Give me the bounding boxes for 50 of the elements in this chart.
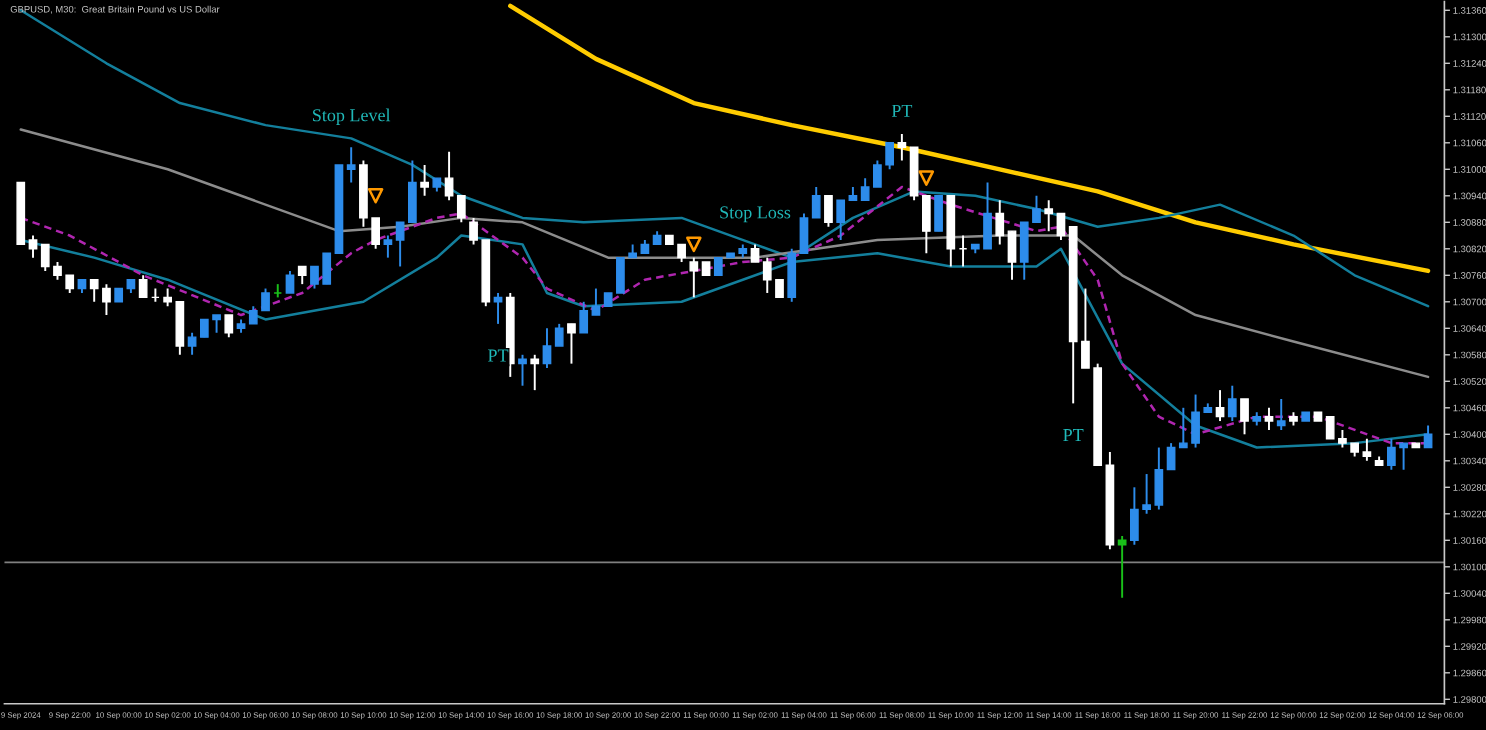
candlestick bbox=[787, 247, 797, 303]
candlestick bbox=[897, 132, 907, 162]
candlestick bbox=[799, 212, 809, 255]
candlestick bbox=[28, 234, 38, 259]
candlestick bbox=[934, 194, 943, 233]
candlestick bbox=[1264, 406, 1274, 431]
candlestick bbox=[995, 199, 1005, 246]
annotation: Stop Loss bbox=[720, 206, 791, 223]
candlestick bbox=[567, 322, 576, 365]
candlestick bbox=[554, 322, 564, 347]
point bbox=[367, 188, 384, 204]
candlestick bbox=[285, 269, 295, 294]
candlestick bbox=[824, 194, 833, 228]
candlestick bbox=[1276, 398, 1286, 431]
annotation: PT bbox=[488, 349, 509, 362]
candlestick bbox=[1362, 437, 1372, 462]
candlestick bbox=[921, 194, 931, 255]
candlestick bbox=[530, 353, 540, 392]
line-series bbox=[19, 128, 1430, 379]
candlestick bbox=[187, 331, 197, 356]
candlestick bbox=[1240, 398, 1249, 436]
candlestick bbox=[1056, 212, 1066, 241]
candlestick bbox=[224, 314, 234, 339]
candlestick bbox=[420, 163, 429, 197]
candlestick bbox=[811, 185, 821, 219]
candlestick bbox=[395, 221, 405, 268]
candlestick bbox=[518, 353, 527, 387]
candlestick bbox=[836, 199, 846, 241]
candlestick bbox=[1215, 389, 1225, 423]
annotation: Stop Level bbox=[313, 108, 391, 125]
candlestick bbox=[346, 146, 356, 184]
candlestick bbox=[1044, 199, 1054, 233]
candlestick bbox=[591, 287, 601, 317]
candlestick bbox=[542, 327, 552, 370]
annotation: PT bbox=[891, 104, 913, 117]
point bbox=[686, 236, 702, 253]
candlestick bbox=[579, 300, 589, 334]
annotation: PT bbox=[1063, 429, 1084, 441]
candlestick bbox=[444, 150, 454, 202]
candlestick bbox=[138, 274, 148, 299]
candlestick bbox=[1117, 534, 1127, 599]
candlestick bbox=[1227, 384, 1237, 423]
candlestick bbox=[408, 159, 417, 224]
candlestick bbox=[1007, 230, 1017, 281]
point bbox=[918, 170, 935, 186]
candlestick bbox=[456, 194, 466, 224]
line-series bbox=[508, 3, 1431, 274]
candlestick bbox=[689, 256, 699, 299]
candlestick bbox=[1166, 442, 1176, 471]
candlestick bbox=[383, 234, 393, 259]
